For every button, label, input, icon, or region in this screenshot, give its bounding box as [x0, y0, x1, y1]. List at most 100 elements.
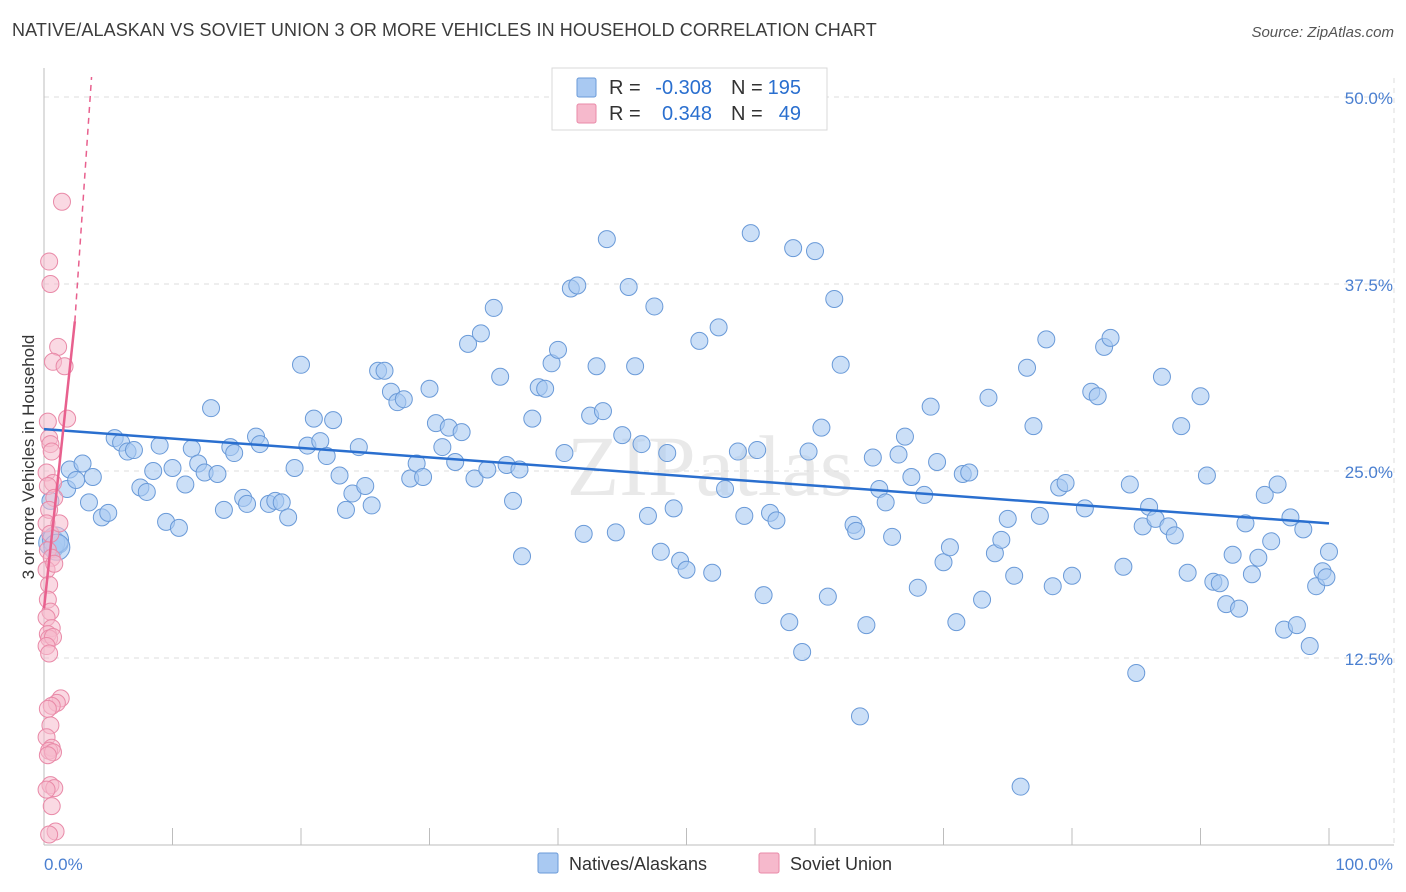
native-point [394, 390, 413, 409]
native-point [504, 491, 523, 510]
native-point [1178, 563, 1197, 582]
legend-swatch-blue [576, 77, 597, 98]
native-point [690, 331, 709, 350]
native-point [536, 379, 555, 398]
soviet-point [38, 699, 57, 718]
native-point [1127, 663, 1146, 682]
native-point [947, 613, 966, 632]
native-point [225, 444, 244, 463]
native-point [1223, 545, 1242, 564]
native-point [1287, 616, 1306, 635]
chart-title: NATIVE/ALASKAN VS SOVIET UNION 3 OR MORE… [12, 20, 877, 40]
native-point [471, 324, 490, 343]
legend-r-value: -0.308 [655, 77, 712, 99]
native-point [619, 277, 638, 296]
native-point [908, 578, 927, 597]
native-point [574, 524, 593, 543]
native-point [1165, 526, 1184, 545]
soviet-point [52, 192, 71, 211]
soviet-point [38, 412, 57, 431]
bottom-legend-swatch-blue [537, 852, 559, 874]
native-point [317, 447, 336, 466]
bottom-legend-label: Soviet Union [790, 854, 892, 874]
y-tick-label: 37.5% [1345, 276, 1393, 295]
native-point [748, 441, 767, 460]
native-point [934, 553, 953, 572]
native-point [1101, 328, 1120, 347]
native-point [1024, 417, 1043, 436]
bottom-legend-swatch-pink [758, 852, 780, 874]
svg-text:R =: R = [609, 77, 641, 99]
x-tick-label: 0.0% [44, 855, 83, 874]
soviet-point [40, 825, 59, 844]
legend-n-label: N = [731, 77, 763, 99]
native-point [452, 423, 471, 442]
y-axis-label: 3 or more Vehicles in Household [19, 335, 38, 580]
native-point [1300, 637, 1319, 656]
native-point [375, 361, 394, 380]
native-point [799, 442, 818, 461]
native-point [1011, 777, 1030, 796]
native-point [1197, 466, 1216, 485]
native-point [857, 616, 876, 635]
native-point [1037, 330, 1056, 349]
soviet-point [40, 575, 59, 594]
native-point [863, 448, 882, 467]
native-point [613, 426, 632, 445]
native-point [144, 462, 163, 480]
soviet-point [42, 797, 61, 816]
soviet-point [41, 275, 60, 293]
native-point [825, 289, 844, 308]
legend-r-value: 0.348 [662, 103, 712, 125]
legend-n-value: 195 [768, 77, 801, 99]
native-point [709, 318, 728, 337]
native-point [658, 444, 677, 463]
native-point [433, 438, 452, 457]
y-tick-label: 12.5% [1345, 650, 1393, 669]
native-point [549, 340, 567, 359]
native-point [238, 494, 257, 513]
native-point [446, 453, 465, 472]
native-point [850, 707, 869, 726]
native-point [741, 224, 760, 243]
native-point [928, 453, 947, 472]
native-point [638, 506, 657, 525]
native-point [465, 469, 484, 488]
native-point [484, 298, 503, 317]
native-point [806, 242, 824, 261]
native-point [1075, 499, 1094, 518]
native-point [478, 460, 497, 479]
x-tick-label: 100.0% [1335, 855, 1393, 874]
native-point [902, 467, 921, 486]
grid-lines [44, 78, 1395, 845]
native-point [889, 445, 908, 464]
native-point [124, 441, 143, 460]
native-point [73, 454, 92, 473]
legend-n-label: N = [731, 103, 763, 125]
native-point [1236, 514, 1255, 533]
native-point [735, 506, 754, 525]
soviet-trend-extension [74, 76, 93, 322]
native-point [163, 459, 182, 478]
native-point [992, 530, 1011, 549]
native-point [459, 334, 478, 353]
native-point [202, 399, 221, 418]
native-point [208, 464, 227, 483]
native-point [1043, 577, 1062, 596]
native-point [304, 409, 323, 428]
native-point [1255, 485, 1274, 504]
native-point [176, 475, 195, 494]
native-point [960, 463, 979, 482]
native-point [523, 409, 542, 428]
native-point [793, 643, 812, 662]
native-point [1191, 387, 1210, 406]
native-point [67, 470, 86, 489]
bottom-legend: Natives/Alaskans Soviet Union [537, 852, 892, 874]
native-point [780, 613, 799, 632]
native-point [1152, 367, 1171, 386]
legend-swatch-pink [576, 103, 597, 124]
native-point [513, 547, 532, 566]
native-point [593, 402, 612, 421]
native-point [728, 442, 747, 461]
legend-r-label: R = [609, 77, 641, 99]
